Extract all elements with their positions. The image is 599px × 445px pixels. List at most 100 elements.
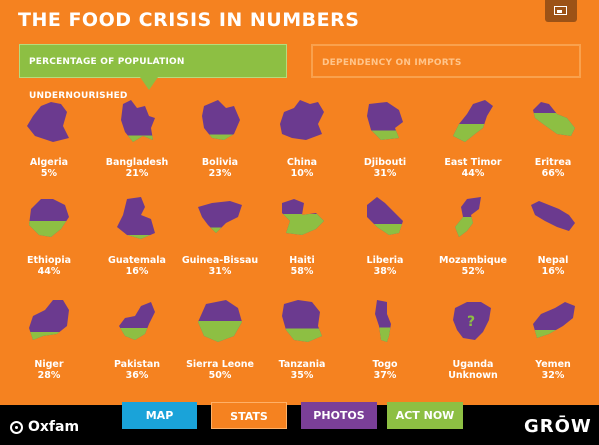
grow-logo[interactable]: GRŌW	[524, 416, 592, 437]
country-item[interactable]: Bangladesh 21%	[97, 96, 177, 179]
country-shape	[533, 302, 575, 338]
country-value: 23%	[208, 168, 232, 179]
nav-photos-button[interactable]: PHOTOS	[301, 402, 377, 429]
tab-undernourished[interactable]: PERCENTAGE OF POPULATION UNDERNOURISHED	[19, 44, 287, 101]
country-shape	[282, 199, 324, 235]
country-shape	[282, 300, 322, 342]
country-value: 66%	[541, 168, 565, 179]
country-shape-base	[455, 197, 481, 237]
country-name: China	[286, 157, 318, 168]
country-shape-base	[367, 197, 403, 235]
country-item[interactable]: Pakistan 36%	[97, 296, 177, 381]
fullscreen-button[interactable]	[545, 0, 577, 22]
country-value: 31%	[208, 266, 232, 277]
country-item[interactable]: Sierra Leone 50%	[180, 296, 260, 381]
country-shape-base	[280, 100, 324, 140]
country-shape-fill	[527, 235, 579, 243]
country-item[interactable]: Tanzania 35%	[262, 296, 342, 381]
country-value: 35%	[290, 370, 314, 381]
country-shape-base	[533, 302, 575, 338]
country-name: Liberia	[366, 255, 404, 266]
oxfam-logo-text: Oxfam	[28, 419, 80, 435]
country-name: Ethiopia	[26, 255, 72, 266]
country-shape	[202, 100, 240, 140]
country-shape-fill	[375, 327, 391, 342]
country-value: 58%	[290, 266, 314, 277]
country-item[interactable]: Haiti 58%	[262, 193, 342, 277]
country-name: Pakistan	[113, 359, 161, 370]
country-value: 21%	[125, 168, 149, 179]
country-shape-fill	[119, 328, 155, 340]
page-title: THE FOOD CRISIS IN NUMBERS	[18, 9, 360, 31]
country-value: 31%	[373, 168, 397, 179]
country-item[interactable]: Djibouti 31%	[345, 96, 425, 179]
country-name: Tanzania	[278, 359, 326, 370]
country-shape-fill	[367, 224, 403, 235]
country-shape	[117, 197, 155, 239]
country-shape	[119, 302, 155, 340]
country-item[interactable]: Liberia 38%	[345, 193, 425, 277]
country-item[interactable]: China 10%	[262, 96, 342, 179]
country-name: Algeria	[29, 157, 69, 168]
country-shape: ?	[453, 302, 491, 340]
country-shape	[527, 201, 579, 243]
country-name: Bangladesh	[105, 157, 169, 168]
nav-stats-button[interactable]: STATS	[211, 402, 287, 429]
country-item[interactable]: Bolivia 23%	[180, 96, 260, 179]
country-name: East Timor	[444, 157, 502, 168]
country-shape-base	[453, 100, 493, 142]
country-shape	[121, 100, 155, 142]
country-item[interactable]: Mozambique 52%	[433, 193, 513, 277]
country-item[interactable]: Yemen 32%	[513, 296, 593, 381]
country-item[interactable]: Togo 37%	[345, 296, 425, 381]
country-item[interactable]: Guinea-Bissau 31%	[180, 193, 260, 277]
country-item[interactable]: Guatemala 16%	[97, 193, 177, 277]
country-shape-fill	[202, 134, 240, 140]
country-shape	[533, 102, 575, 136]
country-shape	[198, 201, 242, 233]
oxfam-logo[interactable]: Oxfam	[10, 419, 79, 435]
country-value: 50%	[208, 370, 232, 381]
country-value: 28%	[37, 370, 61, 381]
country-name: Guinea-Bissau	[181, 255, 259, 266]
country-shape-base	[198, 201, 242, 233]
country-name: Nepal	[537, 255, 569, 266]
country-item[interactable]: Eritrea 66%	[513, 96, 593, 179]
country-shape-fill	[29, 332, 69, 340]
country-item[interactable]: ? Uganda Unknown	[433, 296, 513, 381]
country-shape	[198, 300, 242, 342]
country-item[interactable]: Niger 28%	[9, 296, 89, 381]
country-shape	[367, 197, 403, 235]
country-shape	[367, 102, 403, 140]
country-value: 10%	[290, 168, 314, 179]
country-shape	[453, 100, 493, 142]
country-shape-fill	[455, 217, 481, 237]
country-item[interactable]: Nepal 16%	[513, 193, 593, 277]
country-value: 32%	[541, 370, 565, 381]
country-shape	[29, 199, 69, 237]
country-value: 16%	[541, 266, 565, 277]
country-shape	[280, 100, 324, 140]
country-item[interactable]: East Timor 44%	[433, 96, 513, 179]
country-item[interactable]: Ethiopia 44%	[9, 193, 89, 277]
country-value: 38%	[373, 266, 397, 277]
country-name: Djibouti	[363, 157, 407, 168]
country-value: 5%	[40, 168, 58, 179]
country-name: Guatemala	[108, 255, 166, 266]
country-shape-fill	[198, 227, 242, 233]
nav-actnow-button[interactable]: ACT NOW	[387, 402, 463, 429]
nav-map-button[interactable]: MAP	[122, 402, 197, 429]
country-name: Yemen	[535, 359, 571, 370]
country-shape-fill	[282, 214, 324, 235]
country-item[interactable]: Algeria 5%	[9, 96, 89, 179]
country-shape-fill	[533, 330, 575, 338]
country-shape	[375, 300, 391, 342]
country-name: Togo	[372, 359, 398, 370]
country-shape-fill	[198, 321, 242, 342]
country-value: 37%	[373, 370, 397, 381]
country-value: Unknown	[448, 370, 498, 381]
country-shape-fill	[121, 135, 155, 142]
country-value: 52%	[461, 266, 485, 277]
tab-imports[interactable]: DEPENDENCY ON IMPORTS	[311, 44, 581, 78]
country-shape-fill	[282, 328, 322, 342]
